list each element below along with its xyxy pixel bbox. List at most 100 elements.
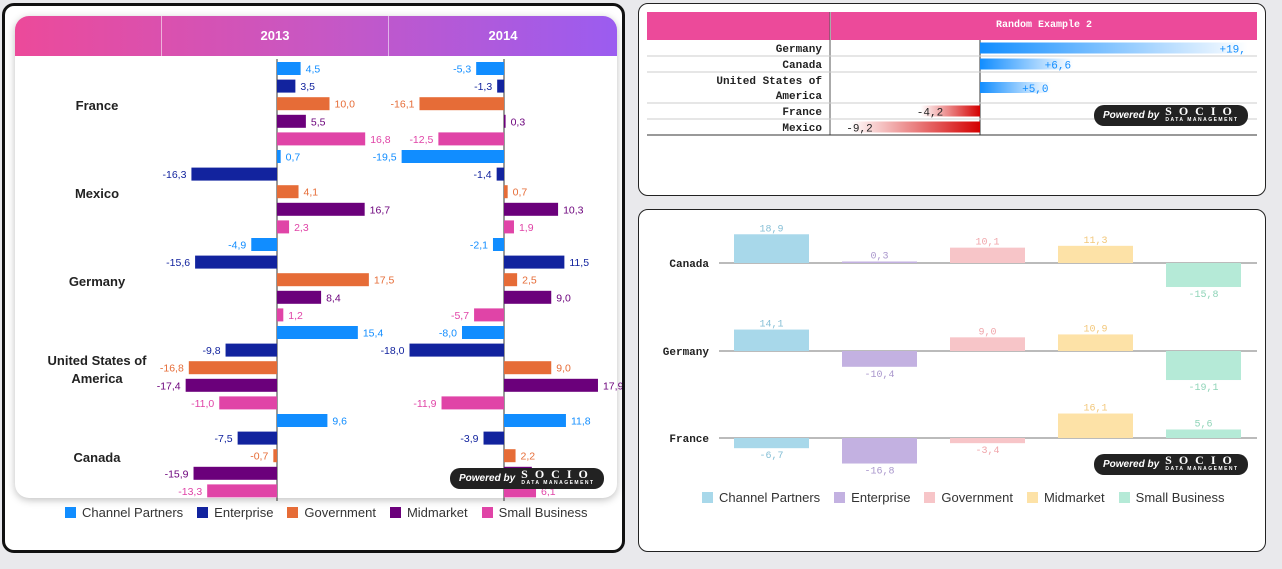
legend-swatch [1026,492,1038,503]
category-label: Germany [776,44,823,56]
bar-channel-partners-2013 [277,326,358,339]
data-label: -16,3 [162,169,186,181]
bar-enterprise-2014 [496,167,504,181]
data-label: 11,8 [571,416,591,428]
bar-enterprise-2014 [504,255,565,269]
bar-germany [980,42,1248,54]
legend-item-government[interactable]: Government [287,505,376,520]
data-label: 2,5 [522,275,537,287]
legend-item-enterprise[interactable]: Enterprise [197,505,273,520]
data-label: -10,4 [864,370,894,381]
legend-item-midmarket[interactable]: Midmarket [389,505,468,520]
bar-small-business-2014 [474,308,504,322]
socio-logo: SOCIO DATA MANAGEMENT [521,466,595,486]
bar-government-germany [950,337,1025,351]
bar-france [920,105,980,117]
data-label: 1,2 [288,310,303,322]
data-label: 4,1 [304,187,319,199]
bar-enterprise-2013 [237,431,277,445]
data-label: -12,5 [409,134,433,146]
bar-government-france [950,438,1025,444]
bar-small-business-2013 [277,132,366,146]
bar-enterprise-2013 [225,343,277,357]
data-label: 1,9 [519,222,534,234]
bar-midmarket-canada [1058,245,1133,263]
bar-midmarket-2014 [504,202,559,216]
legend-label: Midmarket [406,505,468,520]
data-label: 14,1 [759,320,783,331]
legend-item-government[interactable]: Government [924,490,1013,505]
data-label: -16,8 [864,467,894,478]
data-label: 0,7 [513,187,528,199]
category-label: Germany [69,274,126,289]
legend-swatch [1118,492,1130,503]
bar-channel-partners-2013 [277,414,328,427]
bar-government-canada [950,247,1025,263]
powered-by-badge[interactable]: Powered by SOCIO DATA MANAGEMENT [1094,454,1248,475]
legend-swatch [924,492,936,503]
bar-enterprise-2014 [497,79,504,93]
legend-item-small-business[interactable]: Small Business [481,505,588,520]
legend-item-channel-partners[interactable]: Channel Partners [702,490,820,505]
data-label: -5,3 [453,64,471,76]
data-label: 10,0 [335,99,356,111]
bar-channel-partners-2014 [462,326,504,339]
bottom-right-chart-panel: Canada 18,9 0,3 10,1 11,3 -15,8 Germany 14,1 -10… [638,209,1266,552]
legend-label: Government [941,490,1013,505]
category-label: Mexico [782,123,822,135]
category-label: France [782,107,822,119]
legend-item-channel-partners[interactable]: Channel Partners [65,505,183,520]
legend-label: Channel Partners [719,490,821,505]
data-label: 16,7 [370,204,391,216]
data-label: -15,6 [166,257,190,269]
bar-government-2014 [504,185,508,199]
bar-small-business-2014 [504,220,514,234]
powered-by-text: Powered by [1103,110,1160,121]
bar-government-2014 [504,449,516,463]
bar-enterprise-2013 [191,167,277,181]
data-label: -2,1 [470,240,488,252]
table-header-blank [647,12,830,40]
bar-small-business-2014 [441,396,504,410]
data-label: -8,0 [439,328,457,340]
data-label: 10,1 [975,238,999,249]
header-divider [161,16,162,56]
bar-enterprise-canada [842,261,917,263]
data-label: 16,1 [1083,404,1107,415]
year-header-2013[interactable]: 2013 [260,28,290,43]
category-label: Canada [669,259,709,271]
legend-item-enterprise[interactable]: Enterprise [834,490,910,505]
data-label: 9,0 [556,292,571,304]
bar-government-2013 [277,185,299,199]
legend-item-midmarket[interactable]: Midmarket [1026,490,1105,505]
data-label: 8,4 [326,292,341,304]
bar-midmarket-2014 [504,290,552,304]
bar-midmarket-germany [1058,334,1133,351]
socio-logo: SOCIO DATA MANAGEMENT [1165,103,1239,123]
legend-item-small-business[interactable]: Small Business [1118,490,1225,505]
legend-label: Midmarket [1043,490,1105,505]
left-legend: Channel Partners Enterprise Government Midm… [65,505,602,520]
bar-mexico [850,121,980,133]
category-label: Mexico [75,186,119,201]
year-header-2014[interactable]: 2014 [488,28,518,43]
data-label: 9,6 [332,416,347,428]
category-label: France [669,434,709,446]
legend-swatch [834,492,846,503]
bar-enterprise-germany [842,351,917,367]
data-label: 16,8 [370,134,391,146]
bar-small-business-2013 [219,396,277,410]
powered-by-badge[interactable]: Powered by SOCIO DATA MANAGEMENT [1094,105,1248,126]
data-label: -1,3 [474,81,492,93]
data-label: 5,5 [311,116,326,128]
bar-small-business-2013 [277,220,290,234]
powered-by-badge[interactable]: Powered by SOCIO DATA MANAGEMENT [450,468,604,489]
legend-swatch [65,507,76,518]
bar-channel-partners-2014 [492,238,504,251]
bar-channel-partners-2013 [277,150,281,163]
bar-small-business-france [1166,429,1241,438]
category-label: Canada [74,450,122,465]
legend-label: Small Business [498,505,588,520]
bar-government-2013 [277,97,330,111]
data-label: +5,0 [1022,84,1048,96]
